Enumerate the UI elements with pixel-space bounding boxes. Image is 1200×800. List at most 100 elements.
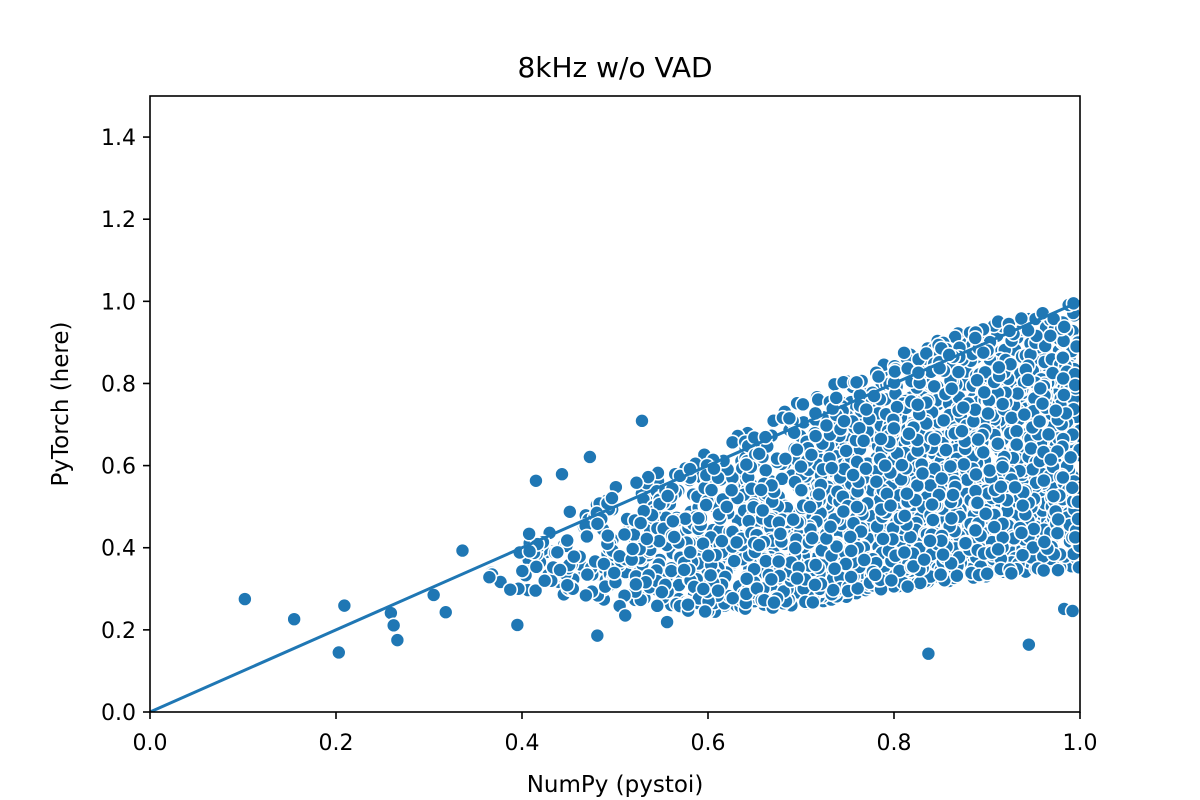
data-point xyxy=(659,488,676,504)
data-point xyxy=(818,417,835,434)
data-point xyxy=(849,499,865,515)
data-point xyxy=(697,603,713,620)
data-point xyxy=(624,541,641,557)
data-point xyxy=(481,569,498,586)
reference-line-layer xyxy=(150,299,1080,712)
data-point xyxy=(967,522,984,539)
data-point xyxy=(1049,525,1066,541)
data-point xyxy=(502,581,519,598)
data-point xyxy=(1050,511,1066,528)
data-point xyxy=(896,507,913,524)
data-point xyxy=(389,632,406,648)
data-point xyxy=(1068,338,1080,355)
data-point xyxy=(793,482,810,499)
data-point xyxy=(925,512,941,528)
data-point xyxy=(994,459,1011,475)
data-point xyxy=(991,359,1007,376)
y-tick-label: 0.8 xyxy=(101,372,136,397)
data-point xyxy=(896,544,913,561)
data-point xyxy=(616,526,633,543)
data-point xyxy=(763,571,780,588)
data-point xyxy=(680,596,696,613)
data-point xyxy=(899,578,916,595)
data-point xyxy=(1045,488,1062,504)
y-tick-label: 1.4 xyxy=(101,126,136,151)
data-point xyxy=(804,530,820,547)
data-point xyxy=(856,552,873,568)
data-point xyxy=(914,465,931,482)
data-point xyxy=(842,529,859,545)
data-point xyxy=(582,449,598,465)
data-point xyxy=(933,470,950,487)
data-point xyxy=(835,503,852,520)
data-point xyxy=(606,565,623,581)
data-point xyxy=(994,396,1011,412)
data-point xyxy=(967,330,984,346)
data-point xyxy=(955,399,972,416)
data-point xyxy=(943,510,960,527)
data-point xyxy=(617,607,634,624)
data-point xyxy=(596,556,612,572)
data-point xyxy=(1047,402,1064,419)
data-point xyxy=(802,499,818,515)
data-point xyxy=(1056,387,1072,403)
data-point xyxy=(385,617,402,634)
data-point xyxy=(772,526,789,542)
data-point xyxy=(723,482,740,499)
data-point xyxy=(1042,327,1059,344)
data-point xyxy=(867,567,883,583)
data-point xyxy=(990,541,1006,558)
data-point xyxy=(843,569,859,585)
data-point xyxy=(336,597,353,614)
data-point xyxy=(738,570,755,587)
data-point xyxy=(757,462,774,479)
data-point xyxy=(889,399,905,415)
data-point xyxy=(922,533,938,549)
data-point xyxy=(724,590,741,607)
data-point xyxy=(986,519,1003,535)
data-point xyxy=(935,546,951,563)
data-point xyxy=(807,428,824,444)
data-point xyxy=(877,457,893,474)
data-point xyxy=(726,553,742,569)
data-point xyxy=(1070,511,1080,527)
data-point xyxy=(970,431,986,448)
data-point xyxy=(702,567,719,584)
data-point xyxy=(536,572,553,589)
data-point xyxy=(868,473,885,490)
data-point xyxy=(286,611,302,627)
data-point xyxy=(549,544,566,561)
data-point xyxy=(1008,423,1025,439)
data-point xyxy=(980,405,996,422)
data-point xyxy=(979,565,995,582)
data-point xyxy=(719,499,735,515)
data-point xyxy=(703,482,720,498)
data-point xyxy=(899,485,915,502)
data-point xyxy=(990,435,1006,452)
data-point xyxy=(949,567,965,584)
data-point xyxy=(632,515,649,531)
data-point xyxy=(1050,562,1066,578)
data-point xyxy=(589,627,606,644)
data-point xyxy=(1013,310,1030,327)
data-point xyxy=(1003,410,1020,426)
data-point xyxy=(1040,426,1057,443)
data-point xyxy=(1071,559,1080,576)
data-point xyxy=(628,474,645,491)
data-point xyxy=(886,420,902,437)
data-point xyxy=(894,457,910,473)
x-axis: 0.0 0.2 0.4 0.6 0.8 1.0 xyxy=(133,712,1098,756)
data-point xyxy=(578,587,594,604)
data-point xyxy=(1043,451,1059,468)
data-point xyxy=(552,562,568,578)
data-point xyxy=(1016,406,1033,423)
data-point xyxy=(943,380,960,397)
data-point xyxy=(330,644,347,661)
data-point xyxy=(887,363,903,380)
data-point xyxy=(787,540,804,556)
data-point xyxy=(807,577,823,593)
data-point xyxy=(600,527,616,544)
data-point xyxy=(822,518,839,535)
data-point xyxy=(845,467,861,483)
data-point xyxy=(1067,377,1080,393)
